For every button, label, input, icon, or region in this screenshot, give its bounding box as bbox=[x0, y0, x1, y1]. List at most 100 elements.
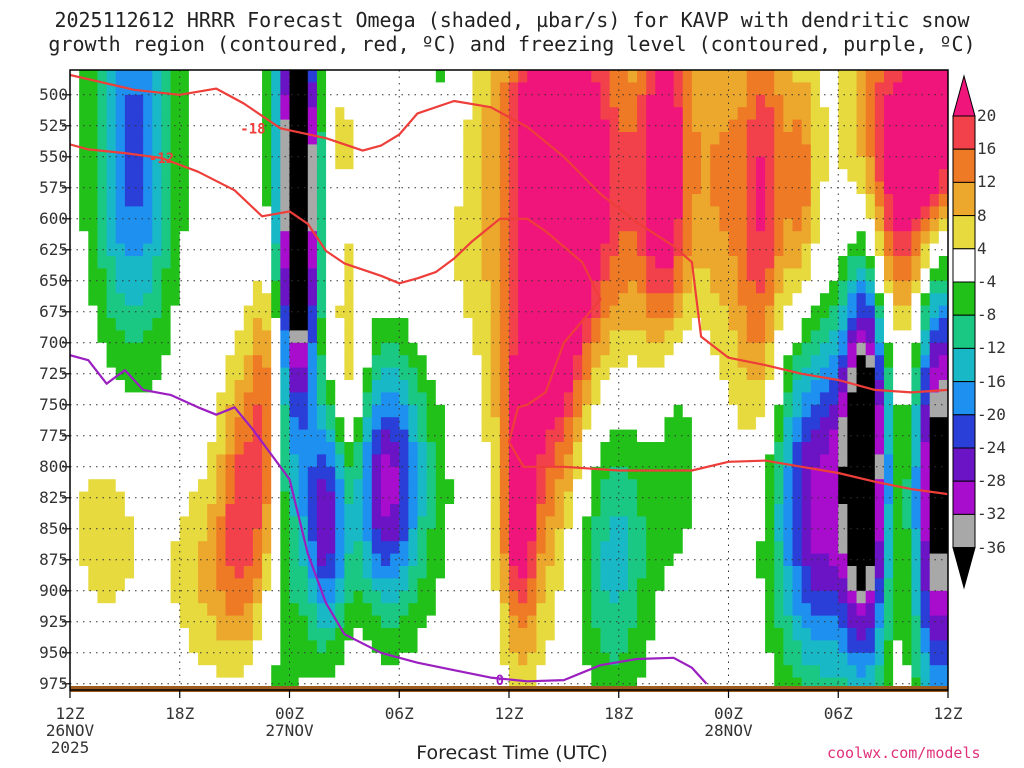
omega-cell bbox=[838, 677, 848, 690]
omega-cell bbox=[362, 652, 373, 666]
omega-cell bbox=[518, 231, 528, 245]
omega-cell bbox=[737, 578, 748, 592]
omega-cell bbox=[280, 628, 291, 641]
omega-cell bbox=[243, 380, 254, 393]
omega-cell bbox=[262, 677, 272, 690]
omega-cell bbox=[874, 156, 885, 170]
omega-cell bbox=[417, 318, 428, 331]
omega-cell bbox=[673, 615, 684, 629]
omega-cell bbox=[746, 491, 757, 505]
omega-cell bbox=[847, 330, 858, 344]
omega-cell bbox=[280, 640, 291, 654]
omega-cell bbox=[911, 342, 922, 356]
omega-cell bbox=[554, 181, 565, 195]
omega-cell bbox=[893, 429, 903, 443]
omega-cell bbox=[262, 516, 272, 530]
omega-cell bbox=[262, 404, 272, 418]
omega-cell bbox=[801, 132, 812, 145]
pressure-tick-label: 675 bbox=[39, 301, 68, 321]
omega-cell bbox=[463, 206, 474, 220]
omega-cell bbox=[755, 566, 766, 579]
omega-cell bbox=[902, 528, 913, 542]
omega-cell bbox=[573, 628, 583, 641]
omega-cell bbox=[408, 479, 419, 493]
omega-cell bbox=[362, 429, 373, 443]
omega-cell bbox=[490, 243, 501, 257]
omega-cell bbox=[106, 169, 117, 183]
omega-cell bbox=[234, 417, 245, 431]
omega-cell bbox=[70, 107, 80, 121]
omega-cell bbox=[902, 132, 913, 145]
omega-cell bbox=[792, 305, 803, 319]
omega-cell bbox=[216, 330, 227, 344]
omega-cell bbox=[719, 392, 730, 406]
omega-cell bbox=[682, 318, 693, 331]
omega-cell bbox=[847, 231, 858, 245]
omega-cell bbox=[225, 603, 236, 617]
omega-cell bbox=[874, 243, 885, 257]
omega-cell bbox=[262, 293, 272, 307]
omega-cell bbox=[362, 181, 373, 195]
omega-cell bbox=[134, 528, 144, 542]
omega-cell bbox=[883, 355, 894, 369]
omega-cell bbox=[298, 305, 309, 319]
omega-cell bbox=[97, 82, 108, 96]
omega-cell bbox=[865, 380, 876, 393]
omega-cell bbox=[527, 218, 538, 232]
omega-cell bbox=[234, 442, 245, 455]
omega-cell bbox=[838, 218, 848, 232]
omega-cell bbox=[902, 615, 913, 629]
omega-cell bbox=[838, 442, 848, 455]
omega-cell bbox=[819, 82, 830, 96]
omega-cell bbox=[755, 404, 766, 418]
omega-cell bbox=[344, 94, 355, 108]
omega-cell bbox=[435, 566, 446, 579]
omega-cell bbox=[124, 206, 135, 220]
omega-cell bbox=[563, 305, 574, 319]
omega-cell bbox=[865, 392, 876, 406]
omega-cell bbox=[691, 280, 702, 294]
omega-cell bbox=[426, 305, 437, 319]
omega-cell bbox=[88, 94, 99, 108]
omega-cell bbox=[353, 504, 364, 517]
omega-cell bbox=[326, 504, 336, 517]
omega-cell bbox=[883, 628, 894, 641]
omega-cell bbox=[682, 330, 693, 344]
omega-cell bbox=[408, 590, 419, 604]
omega-cell bbox=[390, 628, 400, 641]
omega-cell bbox=[362, 516, 373, 530]
omega-cell bbox=[70, 454, 80, 468]
omega-cell bbox=[938, 541, 948, 555]
omega-cell bbox=[765, 107, 775, 121]
omega-cell bbox=[152, 528, 163, 542]
omega-cell bbox=[390, 330, 400, 344]
omega-cell bbox=[929, 504, 940, 517]
omega-cell bbox=[893, 94, 903, 108]
omega-cell bbox=[115, 256, 126, 269]
omega-cell bbox=[225, 293, 236, 307]
omega-cell bbox=[316, 280, 327, 294]
omega-cell bbox=[316, 615, 327, 629]
omega-cell bbox=[701, 615, 711, 629]
omega-cell bbox=[819, 330, 830, 344]
omega-cell bbox=[874, 256, 885, 269]
omega-cell bbox=[609, 70, 620, 83]
omega-cell bbox=[454, 504, 464, 517]
omega-cell bbox=[893, 330, 903, 344]
omega-cell bbox=[115, 566, 126, 579]
omega-cell bbox=[655, 541, 666, 555]
omega-cell bbox=[234, 82, 245, 96]
omega-cell bbox=[810, 355, 821, 369]
omega-cell bbox=[847, 442, 858, 455]
omega-cell bbox=[289, 231, 300, 245]
omega-cell bbox=[938, 615, 948, 629]
omega-cell bbox=[856, 590, 867, 604]
omega-cell bbox=[79, 156, 89, 170]
omega-cell bbox=[454, 268, 464, 282]
omega-cell bbox=[207, 119, 217, 133]
omega-cell bbox=[938, 677, 948, 690]
omega-cell bbox=[70, 280, 80, 294]
omega-cell bbox=[216, 218, 227, 232]
omega-cell bbox=[673, 380, 684, 393]
omega-cell bbox=[298, 652, 309, 666]
